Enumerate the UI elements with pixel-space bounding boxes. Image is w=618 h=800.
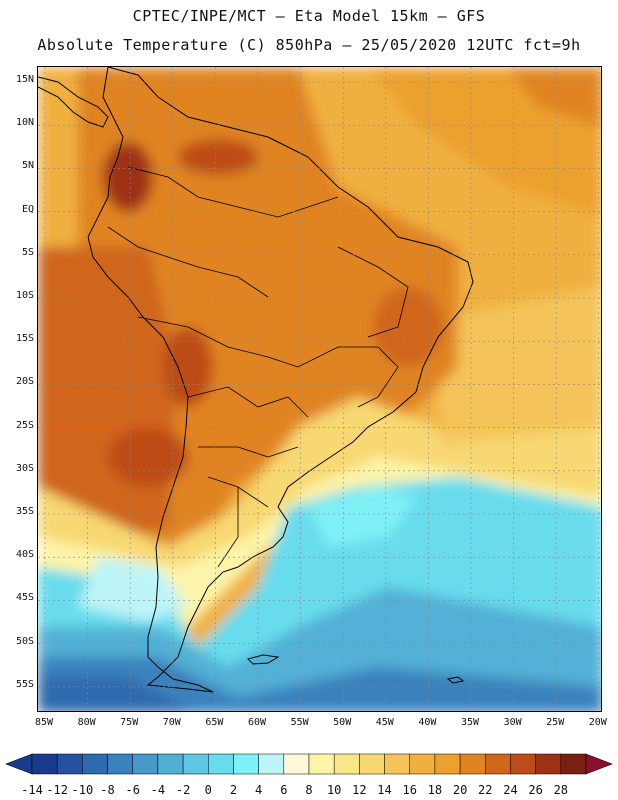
colorbar-swatch: [359, 753, 385, 775]
colorbar-tick-label: 22: [478, 783, 493, 797]
colorbar-swatch: [308, 753, 335, 775]
lon-label: 50W: [333, 717, 352, 728]
colorbar-tick-label: 18: [427, 783, 443, 797]
lon-label: 65W: [205, 717, 224, 728]
colorbar-tick-label: 20: [452, 783, 468, 797]
colorbar-swatch: [258, 753, 285, 775]
colorbar-arrow-right: [585, 753, 613, 775]
colorbar-swatch: [560, 753, 587, 775]
colorbar-tick-label: 10: [326, 783, 342, 797]
colorbar-swatch: [31, 753, 58, 775]
chart-subtitle: Absolute Temperature (C) 850hPa – 25/05/…: [37, 36, 581, 54]
map-canvas: [38, 67, 601, 711]
colorbar-swatch: [182, 753, 209, 775]
colorbar-swatch: [56, 753, 83, 775]
lat-label: 5N: [21, 160, 34, 172]
field-hot-colombia: [103, 142, 153, 212]
lat-label: 55S: [15, 678, 34, 690]
colorbar: [5, 753, 613, 775]
field-pacific: [38, 247, 178, 537]
colorbar-swatch: [208, 753, 234, 775]
lon-label: 35W: [460, 717, 480, 728]
colorbar-arrow-left: [5, 753, 33, 775]
colorbar-swatch: [485, 753, 511, 775]
colorbar-tick-label: 6: [280, 783, 288, 797]
colorbar-swatch: [333, 753, 360, 775]
colorbar-tick-label: -4: [150, 783, 166, 797]
lon-label: 80W: [77, 717, 96, 728]
lon-label: 40W: [418, 717, 437, 728]
lon-label: 75W: [120, 717, 139, 728]
colorbar-swatch: [107, 753, 133, 775]
lat-label: 25S: [15, 419, 34, 431]
lat-label: 15S: [15, 333, 34, 345]
lat-label: EQ: [21, 203, 34, 215]
colorbar-swatch: [384, 753, 410, 775]
colorbar-tick-label: 0: [204, 783, 212, 797]
colorbar-swatch: [510, 753, 536, 775]
lat-label: 40S: [15, 549, 34, 561]
lat-label: 20S: [15, 376, 34, 388]
colorbar-tick-label: 28: [553, 783, 569, 797]
colorbar-tick-label: -10: [71, 783, 94, 797]
colorbar-tick-label: 2: [229, 783, 238, 797]
lat-label: 15N: [15, 74, 34, 85]
lon-label: 85W: [34, 717, 54, 728]
chart-title: CPTEC/INPE/MCT – Eta Model 15km – GFS: [132, 7, 486, 25]
colorbar-tick-label: 24: [503, 783, 518, 797]
colorbar-tick-label: 14: [377, 783, 392, 797]
field-cyan-patch: [308, 487, 418, 547]
lat-label: 5S: [21, 246, 34, 258]
colorbar-tick-label: -6: [125, 783, 140, 797]
field-colder: [38, 657, 601, 711]
lon-label: 60W: [247, 717, 267, 728]
colorbar-tick-label: 8: [305, 783, 313, 797]
lon-label: 25W: [546, 717, 565, 728]
lon-label: 70W: [162, 717, 181, 728]
coastline-central-america: [38, 76, 109, 128]
lon-label: 30W: [503, 717, 522, 728]
colorbar-swatch: [409, 753, 436, 775]
colorbar-swatch: [233, 753, 259, 775]
field-hot-pacific: [108, 427, 188, 487]
falkland-islands: [247, 654, 280, 665]
field-ne-hot: [508, 67, 601, 127]
colorbar-tick-label: 26: [528, 783, 543, 797]
colorbar-tick-label: -14: [21, 783, 43, 797]
lon-label: 45W: [375, 717, 394, 728]
temperature-map[interactable]: [37, 66, 602, 712]
colorbar-swatch: [132, 753, 159, 775]
colorbar-swatch: [82, 753, 108, 775]
lat-label: 30S: [15, 462, 34, 474]
coastline-south-america: [87, 67, 474, 693]
colorbar-tick-label: 12: [352, 783, 367, 797]
lon-label: 55W: [290, 717, 309, 728]
field-coldest: [38, 677, 195, 711]
colorbar-swatch: [434, 753, 461, 775]
field-hot-andes: [163, 327, 213, 407]
lat-label: 10S: [15, 290, 34, 301]
colorbar-tick-label: 4: [255, 783, 263, 797]
colorbar-tick-label: -12: [46, 783, 69, 797]
colorbar-swatch: [535, 753, 562, 775]
colorbar-swatch: [459, 753, 486, 775]
lat-label: 50S: [15, 635, 34, 647]
colorbar-tick-label: 16: [402, 783, 417, 797]
field-hot-venezuela: [178, 139, 258, 175]
lon-label: 20W: [588, 717, 607, 728]
colorbar-swatch: [283, 753, 310, 775]
lat-label: 10N: [15, 117, 34, 129]
field-hot-ne-brazil: [373, 287, 443, 367]
colorbar-swatch: [157, 753, 184, 775]
colorbar-tick-label: -2: [175, 783, 191, 797]
south-georgia: [446, 676, 465, 684]
lat-label: 35S: [15, 506, 34, 517]
lat-label: 45S: [15, 592, 34, 604]
field-pale-blue: [78, 557, 188, 622]
colorbar-tick-label: -8: [100, 783, 115, 797]
